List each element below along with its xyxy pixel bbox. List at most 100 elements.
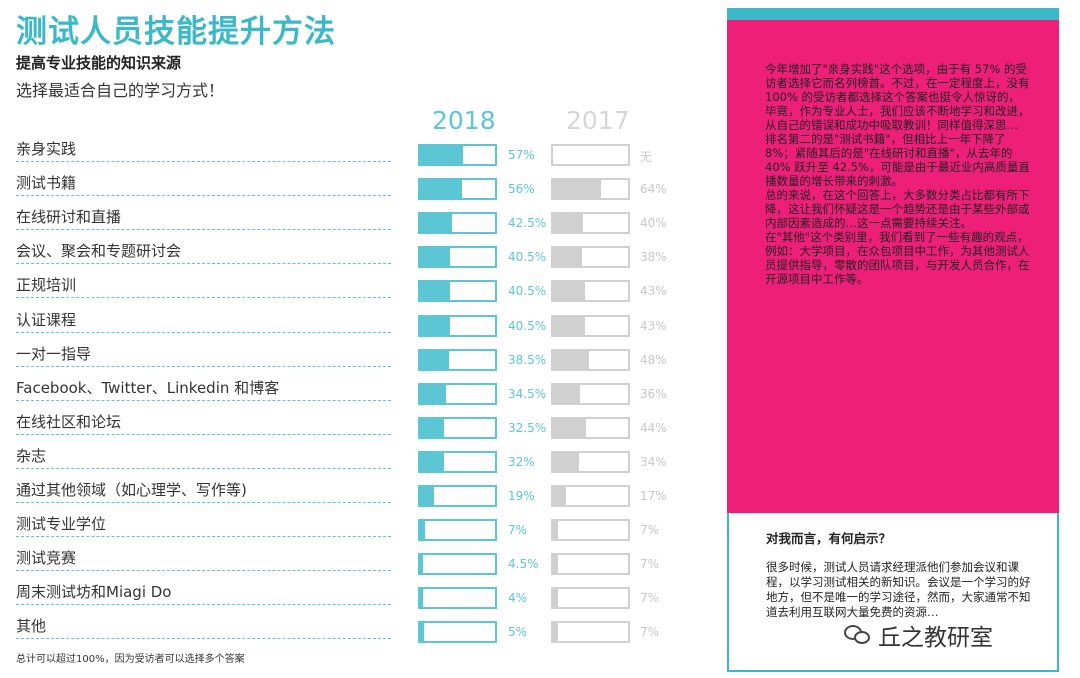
bar-frame-2017 (551, 212, 630, 235)
value-label-2018: 19% (508, 489, 535, 503)
bar-2018 (420, 589, 423, 608)
bar-frame-2017 (551, 485, 630, 507)
bar-2017 (553, 623, 559, 642)
bar-2018 (420, 418, 445, 437)
insight-title: 对我而言，有何启示？ (766, 531, 892, 546)
chart-row: 正规培训 40.5% 43% (16, 272, 676, 306)
bar-2017 (553, 521, 559, 540)
bar-frame-2018 (418, 553, 497, 576)
row-divider (16, 399, 391, 401)
value-label-2018: 32.5% (508, 420, 547, 435)
bar-2017 (553, 452, 579, 471)
wechat-icon (844, 623, 872, 647)
value-label-2018: 5% (508, 625, 528, 640)
category-label: 杂志 (16, 446, 47, 465)
bar-frame-2018 (418, 519, 497, 542)
value-label-2017: 40% (640, 216, 667, 231)
watermark-text: 丘之教研室 (878, 625, 993, 651)
category-label: 测试竞赛 (16, 549, 77, 568)
category-label: 在线社区和论坛 (16, 412, 122, 431)
chart-row: 测试书籍 56% 64% (16, 170, 676, 204)
year-label-2017: 2017 (566, 106, 630, 135)
bar-frame-2018 (418, 246, 497, 269)
bar-frame-2017 (551, 450, 630, 473)
commentary-paragraph: 总的来说，在这个回答上，大多数分类占比都有所下降，这让我们怀疑这是一个趋势还是由… (765, 188, 1030, 230)
value-label-2018: 34.5% (508, 386, 547, 401)
bar-frame-2018 (418, 621, 497, 644)
chart-row: 会议、聚会和专题研讨会 40.5% 38% (16, 238, 676, 272)
category-label: 其他 (16, 617, 47, 636)
insight-text: 很多时候，测试人员请求经理派他们参加会议和课程，以学习测试相关的新知识。会议是一… (766, 560, 1031, 619)
bar-2017 (553, 589, 559, 608)
bar-frame-2017 (551, 416, 630, 439)
commentary-panel (727, 20, 1059, 513)
category-label: 正规培训 (16, 276, 77, 295)
chart-row: Facebook、Twitter、Linkedin 和博客 34.5% 36% (16, 375, 676, 409)
bar-2017 (553, 350, 589, 369)
value-label-2017: 64% (640, 182, 667, 197)
bar-frame-2017 (551, 144, 630, 166)
row-divider (16, 502, 391, 503)
bar-2018 (420, 248, 451, 267)
bar-frame-2018 (418, 314, 497, 337)
bar-frame-2018 (418, 280, 497, 303)
row-divider (16, 229, 391, 231)
chart-row: 在线社区和论坛 32.5% 44% (16, 409, 676, 443)
value-label-2018: 4.5% (508, 557, 539, 572)
row-divider (16, 433, 391, 435)
chart-row: 其他 5% 7% (16, 613, 676, 647)
value-label-2018: 40.5% (508, 250, 547, 265)
bar-frame-2017 (551, 519, 630, 542)
bar-frame-2017 (551, 246, 630, 269)
bar-2018 (420, 384, 446, 403)
value-label-2018: 40.5% (508, 318, 547, 333)
insight-box (727, 513, 1059, 672)
page-title: 测试人员技能提升方法 (16, 14, 336, 50)
chart-row: 通过其他领域（如心理学、写作等) 19% 17% (16, 477, 676, 511)
bar-frame-2018 (418, 587, 497, 610)
bar-2017 (553, 418, 586, 437)
bar-2018 (420, 146, 463, 164)
bar-frame-2018 (418, 485, 497, 507)
value-label-2018: 32% (508, 454, 535, 469)
category-label: 周末测试坊和Miagi Do (16, 583, 172, 602)
bar-2018 (420, 487, 435, 505)
commentary-paragraph: 排名第二的是"测试书籍"，但相比上一年下降了 8%；紧随其后的是"在线研讨和直播… (765, 132, 1030, 188)
bar-frame-2017 (551, 621, 630, 644)
category-label: 一对一指导 (16, 344, 92, 363)
bar-2017 (553, 316, 586, 335)
bar-2018 (420, 521, 426, 540)
bar-2017 (553, 555, 559, 574)
row-divider (16, 161, 391, 162)
category-label: 在线研讨和直播 (16, 208, 122, 227)
bar-frame-2018 (418, 144, 497, 166)
bar-2017 (553, 282, 586, 301)
row-divider (16, 263, 391, 265)
bar-2017 (553, 248, 582, 267)
bar-frame-2018 (418, 450, 497, 473)
commentary-paragraph: 今年增加了"亲身实践"这个选项，由于有 57% 的受访者选择它而名列榜首。不过，… (765, 62, 1030, 132)
value-label-2017: 7% (640, 557, 660, 572)
bar-frame-2018 (418, 178, 497, 201)
value-label-2017: 43% (640, 284, 667, 299)
value-label-2018: 40.5% (508, 284, 547, 299)
row-divider (16, 195, 391, 197)
row-divider (16, 638, 391, 640)
page-instruction: 选择最适合自己的学习方式！ (16, 81, 225, 100)
bar-2018 (420, 555, 424, 574)
chart-row: 亲身实践 57% 无 (16, 136, 676, 170)
chart-row: 杂志 32% 34% (16, 443, 676, 477)
value-label-2018: 42.5% (508, 216, 547, 231)
commentary-text: 今年增加了"亲身实践"这个选项，由于有 57% 的受访者选择它而名列榜首。不过，… (765, 62, 1031, 286)
value-label-2017: 7% (640, 625, 660, 640)
chart-row: 一对一指导 38.5% 48% (16, 341, 676, 375)
value-label-2018: 57% (508, 148, 535, 162)
value-label-2017: 48% (640, 352, 667, 367)
bar-frame-2017 (551, 280, 630, 303)
chart-row: 在线研讨和直播 42.5% 40% (16, 204, 676, 238)
bar-frame-2017 (551, 348, 630, 371)
value-label-2018: 38.5% (508, 352, 547, 367)
category-label: Facebook、Twitter、Linkedin 和博客 (16, 378, 280, 397)
value-label-2017: 44% (640, 420, 667, 435)
bar-2018 (420, 623, 424, 642)
